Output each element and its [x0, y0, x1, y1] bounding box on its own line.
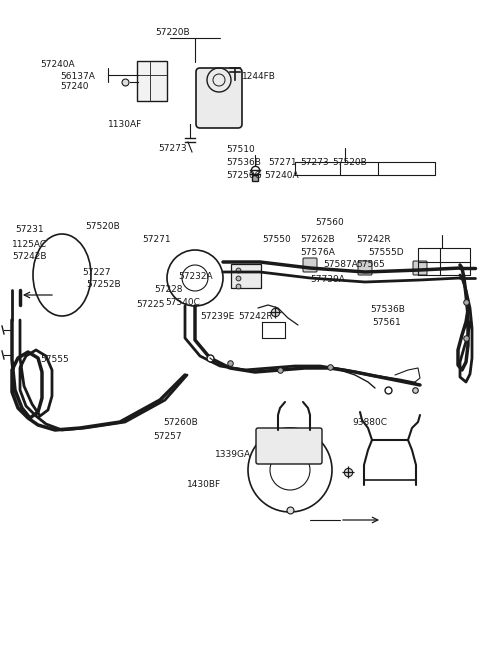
Text: 57242B: 57242B [12, 252, 47, 261]
Text: 57576A: 57576A [300, 248, 335, 257]
FancyBboxPatch shape [358, 261, 372, 275]
Text: 57520B: 57520B [332, 158, 367, 167]
Text: 57239E: 57239E [200, 312, 234, 321]
FancyBboxPatch shape [256, 428, 322, 464]
FancyBboxPatch shape [303, 258, 317, 272]
Text: 57550: 57550 [262, 235, 291, 244]
Text: 1125AC: 1125AC [12, 240, 47, 249]
Text: 1430BF: 1430BF [187, 480, 221, 489]
Text: 57273: 57273 [300, 158, 329, 167]
Text: 57520B: 57520B [85, 222, 120, 231]
Text: 57257: 57257 [153, 432, 181, 441]
Text: 57242R: 57242R [238, 312, 273, 321]
Text: 57260B: 57260B [163, 418, 198, 427]
Text: 57227: 57227 [82, 268, 110, 277]
FancyBboxPatch shape [231, 264, 261, 288]
Text: 57510: 57510 [226, 145, 255, 154]
Text: 57560: 57560 [315, 218, 344, 227]
Text: 57250G: 57250G [226, 171, 262, 180]
Text: 57225: 57225 [136, 300, 165, 309]
Text: 57555: 57555 [40, 355, 69, 364]
Text: 57252B: 57252B [86, 280, 120, 289]
Text: 57561: 57561 [372, 318, 401, 327]
Text: 57242R: 57242R [356, 235, 391, 244]
Text: 57220B: 57220B [155, 28, 190, 37]
Text: 57240A: 57240A [264, 171, 299, 180]
Text: 57739A: 57739A [310, 275, 345, 284]
Text: 57240: 57240 [60, 82, 88, 91]
Text: 1339GA: 1339GA [215, 450, 251, 459]
Text: 57228: 57228 [154, 285, 182, 294]
Text: 57273: 57273 [158, 144, 187, 153]
Text: 57232A: 57232A [178, 272, 213, 281]
Text: 57587A: 57587A [323, 260, 358, 269]
Text: 56137A: 56137A [60, 72, 95, 81]
Text: 1244FB: 1244FB [242, 72, 276, 81]
Text: 57536B: 57536B [226, 158, 261, 167]
Text: 57240A: 57240A [40, 60, 74, 69]
Text: 57271: 57271 [142, 235, 170, 244]
Text: 57565: 57565 [356, 260, 385, 269]
Text: 57555D: 57555D [368, 248, 404, 257]
Text: 57231: 57231 [15, 225, 44, 234]
Text: 57536B: 57536B [370, 305, 405, 314]
FancyBboxPatch shape [196, 68, 242, 128]
Text: 1130AF: 1130AF [108, 120, 142, 129]
Text: 57262B: 57262B [300, 235, 335, 244]
Text: 57271: 57271 [268, 158, 297, 167]
Text: 93880C: 93880C [352, 418, 387, 427]
FancyBboxPatch shape [413, 261, 427, 275]
FancyBboxPatch shape [137, 61, 167, 101]
Text: 57540C: 57540C [165, 298, 200, 307]
